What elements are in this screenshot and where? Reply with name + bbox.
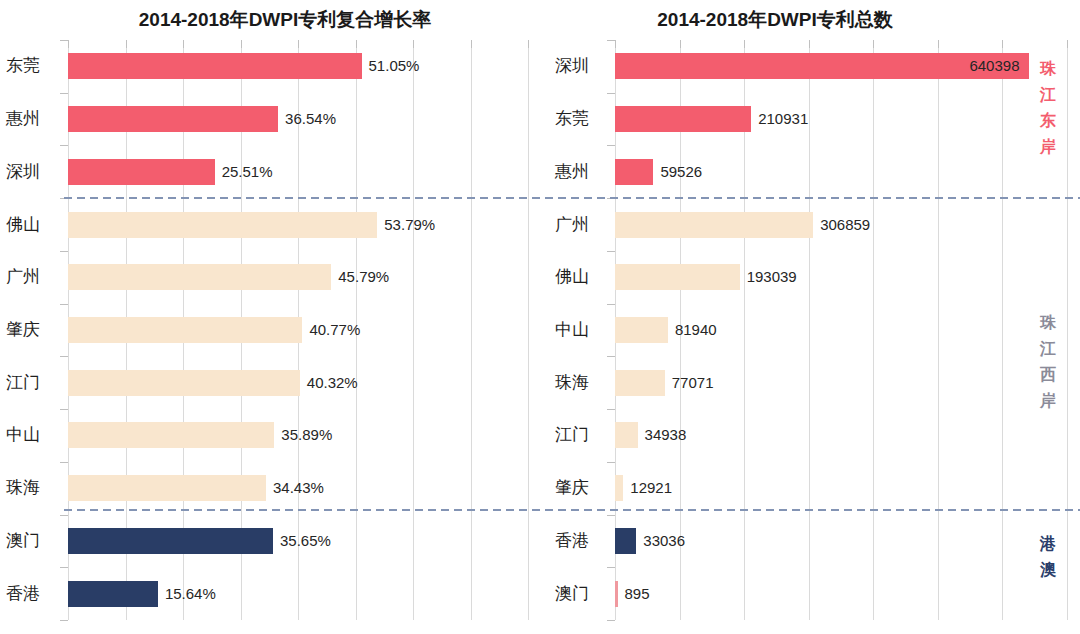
value-label: 193039: [747, 267, 797, 287]
value-label: 12921: [630, 478, 672, 498]
value-label: 33036: [643, 531, 685, 551]
value-label: 77071: [672, 373, 714, 393]
bar: [615, 581, 618, 607]
axis-tick: [680, 40, 681, 48]
axis-tick: [607, 515, 615, 516]
gridline: [938, 40, 939, 620]
axis-tick: [607, 40, 615, 41]
group-separator-dashed-line-top: [64, 197, 1080, 199]
bar: [615, 528, 636, 554]
bar: [615, 212, 813, 238]
axis-tick: [1002, 40, 1003, 48]
value-label: 895: [625, 584, 650, 604]
value-label: 306859: [820, 215, 870, 235]
group-separator-dashed-line-bottom: [64, 509, 1080, 511]
bar: [615, 159, 653, 185]
axis-tick: [809, 40, 810, 48]
axis-tick: [607, 462, 615, 463]
bar: [615, 475, 623, 501]
axis-tick: [607, 620, 615, 621]
category-label: 东莞: [555, 107, 589, 131]
axis-tick: [607, 567, 615, 568]
category-label: 澳门: [555, 582, 589, 606]
category-label: 香港: [555, 529, 589, 553]
value-label: 34938: [645, 425, 687, 445]
axis-tick: [607, 251, 615, 252]
region-label: 港 澳: [1037, 531, 1059, 583]
category-label: 深圳: [555, 54, 589, 78]
bar: [615, 317, 668, 343]
axis-tick: [744, 40, 745, 48]
category-label: 肇庆: [555, 476, 589, 500]
dwpi-patent-charts-figure: 2014-2018年DWPI专利复合增长率 东莞51.05%惠州36.54%深圳…: [0, 0, 1080, 634]
axis-tick: [607, 356, 615, 357]
patent-total-chart-title: 2014-2018年DWPI专利总数: [657, 7, 892, 33]
value-label: 81940: [675, 320, 717, 340]
category-label: 珠海: [555, 371, 589, 395]
axis-tick: [607, 409, 615, 410]
region-label: 珠 江 东 岸: [1037, 56, 1059, 160]
axis-tick: [938, 40, 939, 48]
gridline: [873, 40, 874, 620]
category-label: 广州: [555, 213, 589, 237]
bar: [615, 106, 751, 132]
category-label: 江门: [555, 423, 589, 447]
value-label: 210931: [758, 109, 808, 129]
axis-tick: [607, 145, 615, 146]
value-label: 640398: [615, 56, 1020, 76]
axis-tick: [873, 40, 874, 48]
axis-tick: [615, 40, 616, 48]
axis-tick: [1067, 40, 1068, 48]
bar: [615, 264, 740, 290]
category-label: 惠州: [555, 160, 589, 184]
gridline: [1067, 40, 1068, 620]
gridline: [1002, 40, 1003, 620]
bar: [615, 370, 665, 396]
value-label: 59526: [660, 162, 702, 182]
bar: [615, 422, 638, 448]
patent-total-chart: 2014-2018年DWPI专利总数 深圳 640398 东莞 210931 惠州 595…: [0, 0, 1080, 634]
region-label: 珠 江 西 岸: [1037, 310, 1059, 414]
axis-tick: [607, 93, 615, 94]
gridline: [809, 40, 810, 620]
category-label: 中山: [555, 318, 589, 342]
category-label: 佛山: [555, 265, 589, 289]
axis-tick: [607, 304, 615, 305]
